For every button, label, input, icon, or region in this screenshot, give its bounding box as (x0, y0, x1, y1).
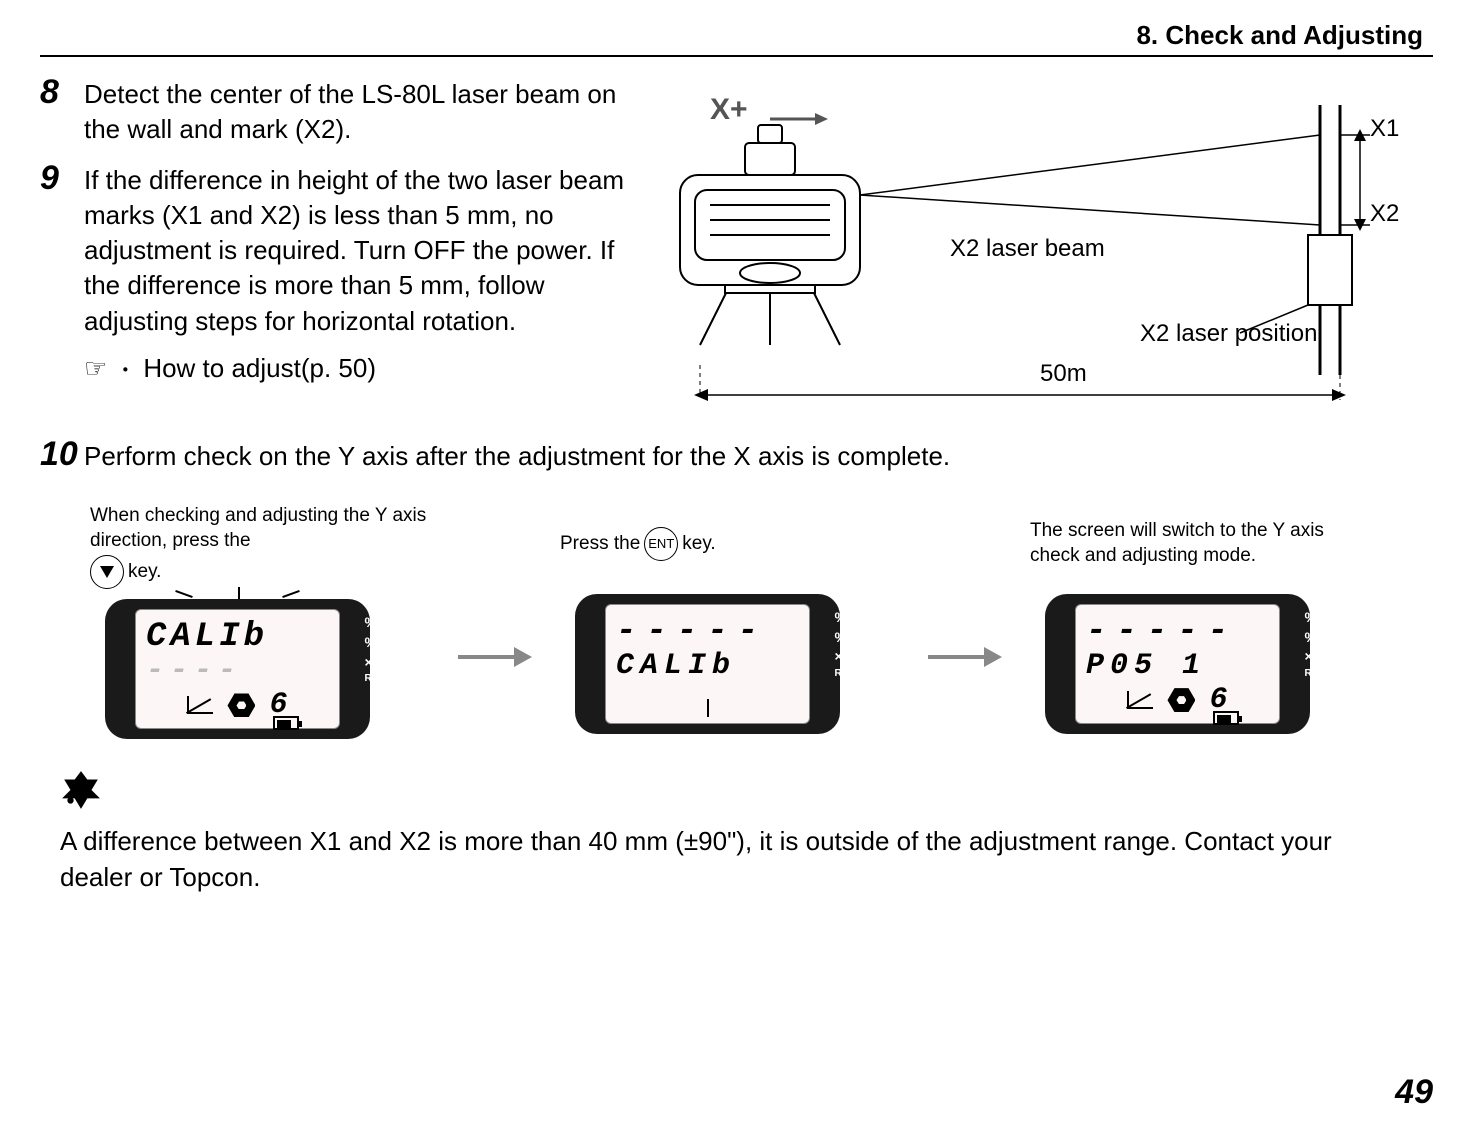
page-number: 49 (1395, 1073, 1433, 1112)
fig-label-x1: X1 (1370, 115, 1399, 143)
lcd-1-line2: ---- (146, 654, 242, 688)
panel-1-caption-b: key. (128, 560, 161, 585)
step-10-number: 10 (40, 437, 84, 471)
step-8-text: Detect the center of the LS-80L laser be… (84, 75, 640, 147)
panel-1: When checking and adjusting the Y axis d… (90, 504, 430, 739)
figure-x-check: X+ X1 X2 X2 laser beam X2 laser position… (640, 75, 1433, 425)
step-9-text: If the difference in height of the two l… (84, 161, 640, 338)
reference-line: ☞ ・ How to adjust(p. 50) (40, 353, 640, 384)
hex-icon (227, 693, 255, 717)
section-header: 8. Check and Adjusting (40, 20, 1433, 57)
panel-2-caption: Press the ENT key. (560, 504, 900, 584)
panel-3-caption: The screen will switch to the Y axis che… (1030, 504, 1370, 584)
lcd-3-line1: ----- (1086, 613, 1238, 651)
lcd-3-units: % % ×100 RPM (1304, 608, 1336, 681)
lcd-1: X Y % % ×100 RPM CALIb ---- 6 (105, 599, 370, 739)
lcd-1-line1: CALIb (146, 618, 268, 656)
step-8-number: 8 (40, 75, 84, 109)
tick-icon (701, 699, 715, 717)
lcd-2-line1: ----- (616, 613, 768, 651)
panel-3-caption-text: The screen will switch to the Y axis che… (1030, 519, 1370, 568)
fig-label-x2: X2 (1370, 200, 1399, 228)
step-10: 10 Perform check on the Y axis after the… (40, 437, 1433, 474)
slope-icon (187, 696, 213, 714)
step-10-text: Perform check on the Y axis after the ad… (84, 437, 950, 474)
panel-2: Press the ENT key. X Y % % ×100 RPM ----… (560, 504, 900, 734)
step-8: 8 Detect the center of the LS-80L laser … (40, 75, 640, 147)
panel-2-caption-b: key. (682, 532, 715, 557)
fig-label-beam: X2 laser beam (950, 235, 1105, 263)
lcd-3: X Y % % ×100 RPM ----- P05 1 6 (1045, 594, 1310, 734)
step-9-number: 9 (40, 161, 84, 195)
note-icon (60, 769, 102, 811)
slope-icon-3 (1127, 691, 1153, 709)
fig-label-distance: 50m (1040, 360, 1087, 388)
fig-label-xplus: X+ (710, 93, 748, 127)
panel-2-caption-a: Press the (560, 532, 640, 557)
panel-3: The screen will switch to the Y axis che… (1030, 504, 1370, 734)
panel-1-caption: When checking and adjusting the Y axis d… (90, 504, 430, 589)
lcd-3-line2: P05 1 (1086, 649, 1206, 683)
fig-label-pos: X2 laser position (1140, 320, 1317, 348)
ent-key-icon: ENT (644, 527, 678, 561)
battery-icon-3 (1213, 711, 1239, 725)
step-9: 9 If the difference in height of the two… (40, 161, 640, 338)
hand-icon: ☞ (84, 353, 107, 384)
lcd-2: X Y % % ×100 RPM ----- CALIb (575, 594, 840, 734)
battery-icon (273, 716, 299, 730)
lcd-1-xy: X Y (83, 617, 92, 667)
hex-icon-3 (1167, 688, 1195, 712)
lcd-2-xy: X Y (553, 612, 562, 662)
lcd-2-units: % % ×100 RPM (834, 608, 866, 681)
lcd-2-line2: CALIb (616, 649, 736, 683)
down-key-icon (90, 555, 124, 589)
bullet-icon: ・ (115, 354, 135, 383)
note-text: A difference between X1 and X2 is more t… (40, 824, 1433, 894)
panel-1-caption-a: When checking and adjusting the Y axis d… (90, 504, 430, 553)
reference-text: How to adjust(p. 50) (143, 353, 376, 384)
arrow-2 (928, 647, 1002, 667)
lcd-1-units: % % ×100 RPM (364, 613, 396, 686)
lcd-3-xy: X Y (1023, 612, 1032, 662)
arrow-1 (458, 647, 532, 667)
